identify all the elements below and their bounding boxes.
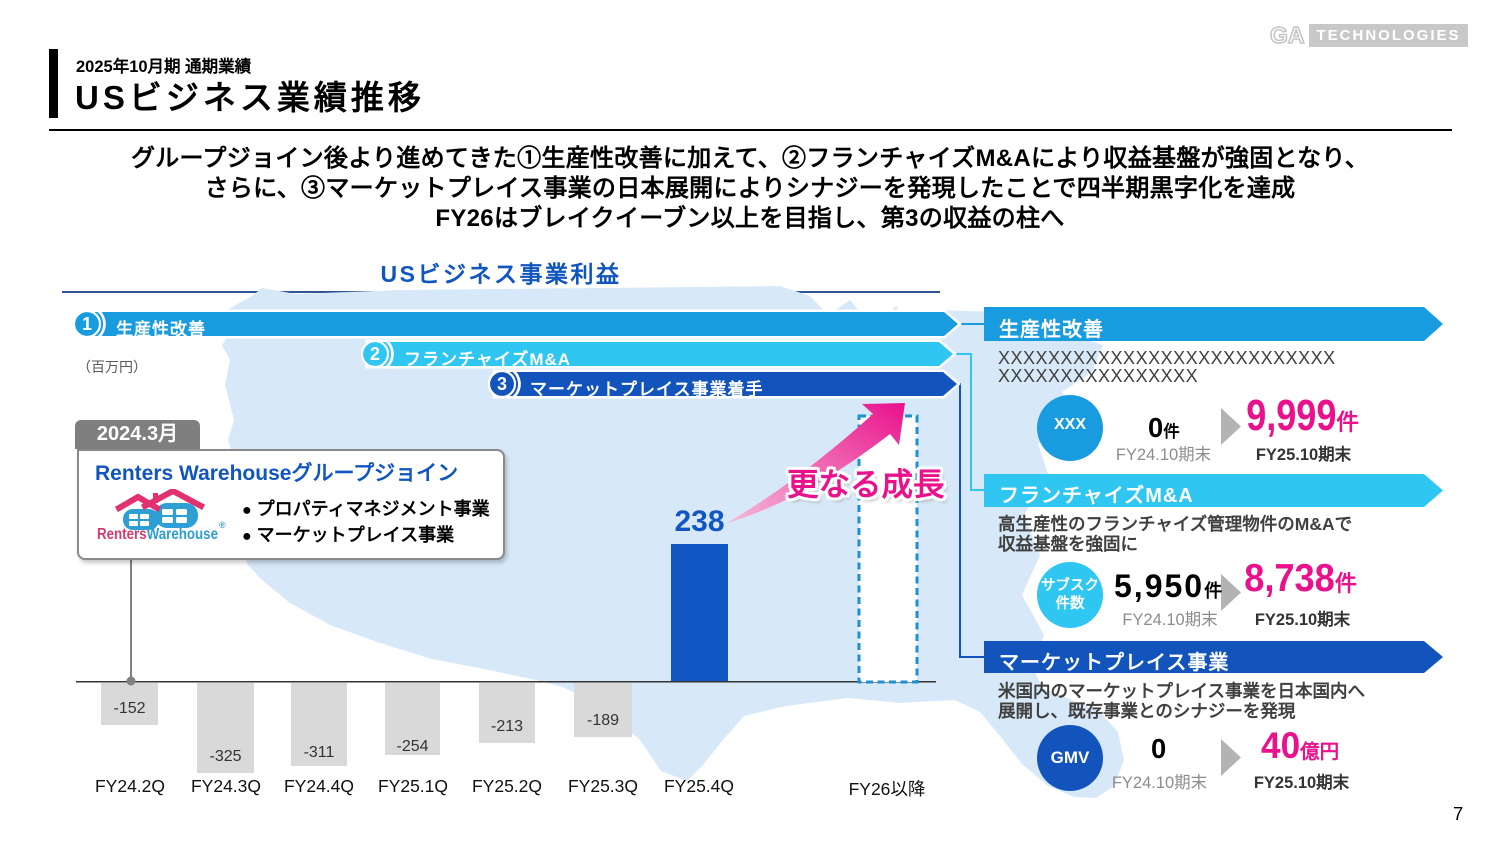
svg-text:RentersWarehouse: RentersWarehouse (97, 526, 218, 542)
svg-text:®: ® (219, 520, 226, 530)
